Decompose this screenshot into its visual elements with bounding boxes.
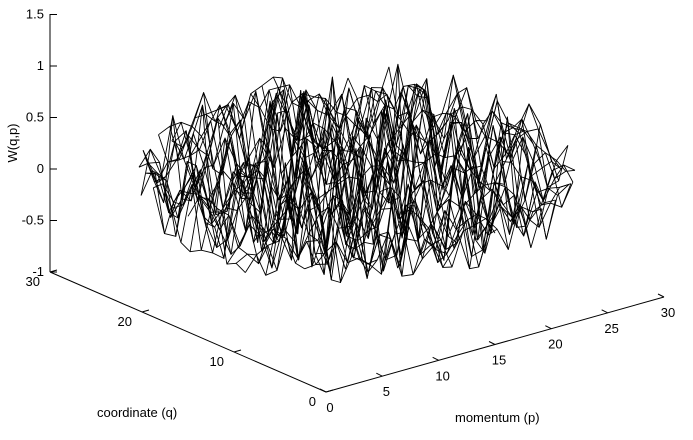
q-tick (233, 349, 242, 353)
mesh-line-p (316, 78, 556, 240)
mesh-line-p (438, 87, 569, 182)
axis-tick-labels: -1 -0.5 0 0.5 1 1.5 0 10 20 30 0 5 10 15 20 25 30 (22, 7, 676, 416)
z-tick-label: 0 (37, 161, 44, 176)
mesh-line-p (468, 93, 561, 170)
p-tick-label: 0 (326, 400, 333, 415)
q-axis-line (49, 271, 327, 393)
mesh-line-p (182, 104, 442, 279)
p-tick (545, 325, 552, 330)
q-axis-label: coordinate (q) (97, 405, 177, 420)
mesh-line-p (239, 90, 498, 270)
mesh-line-p (368, 83, 572, 208)
p-tick-label: 30 (661, 305, 675, 320)
mesh-line-p (156, 104, 378, 283)
p-tick-label: 5 (383, 384, 390, 399)
mesh-line-p (142, 150, 346, 270)
mesh-line-p (218, 89, 496, 235)
p-tick (319, 388, 327, 393)
mesh-line-p (169, 126, 410, 275)
z-tick-label: -0.5 (22, 213, 44, 228)
z-tick-label: 1 (37, 58, 44, 73)
mesh-line-p (171, 89, 430, 277)
q-tick-label: 10 (210, 354, 224, 369)
p-tick-label: 10 (435, 368, 449, 383)
q-tick (325, 389, 334, 393)
q-tick-label: 20 (118, 314, 132, 329)
p-tick (376, 372, 383, 377)
q-tick-label: 30 (26, 274, 40, 289)
z-axis-label: W(q,p) (5, 124, 20, 163)
p-tick-label: 15 (492, 353, 506, 368)
axis-ticks (49, 14, 665, 393)
mesh-line-p (409, 103, 576, 188)
mesh-line-p (250, 63, 509, 261)
mesh-line-p (388, 66, 574, 192)
p-tick (657, 293, 665, 298)
surface-mesh (138, 63, 576, 283)
p-tick (601, 309, 608, 314)
z-tick-label: 1.5 (26, 7, 44, 22)
p-tick (432, 356, 439, 361)
p-tick (488, 341, 496, 345)
z-tick-label: -1 (32, 264, 44, 279)
p-axis-label: momentum (p) (455, 410, 540, 425)
mesh-line-p (138, 162, 305, 271)
q-tick (141, 309, 150, 313)
mesh-line-p (284, 87, 543, 241)
mesh-line-p (193, 76, 453, 268)
mesh-line-p (144, 115, 367, 265)
p-tick-label: 25 (604, 321, 618, 336)
q-tick (49, 269, 58, 273)
q-tick-label: 0 (309, 394, 316, 409)
mesh-line-p (216, 94, 475, 263)
mesh-line-p (273, 76, 532, 254)
p-tick-label: 20 (548, 337, 562, 352)
mesh-line-p (336, 85, 558, 228)
z-tick-label: 0.5 (26, 110, 44, 125)
